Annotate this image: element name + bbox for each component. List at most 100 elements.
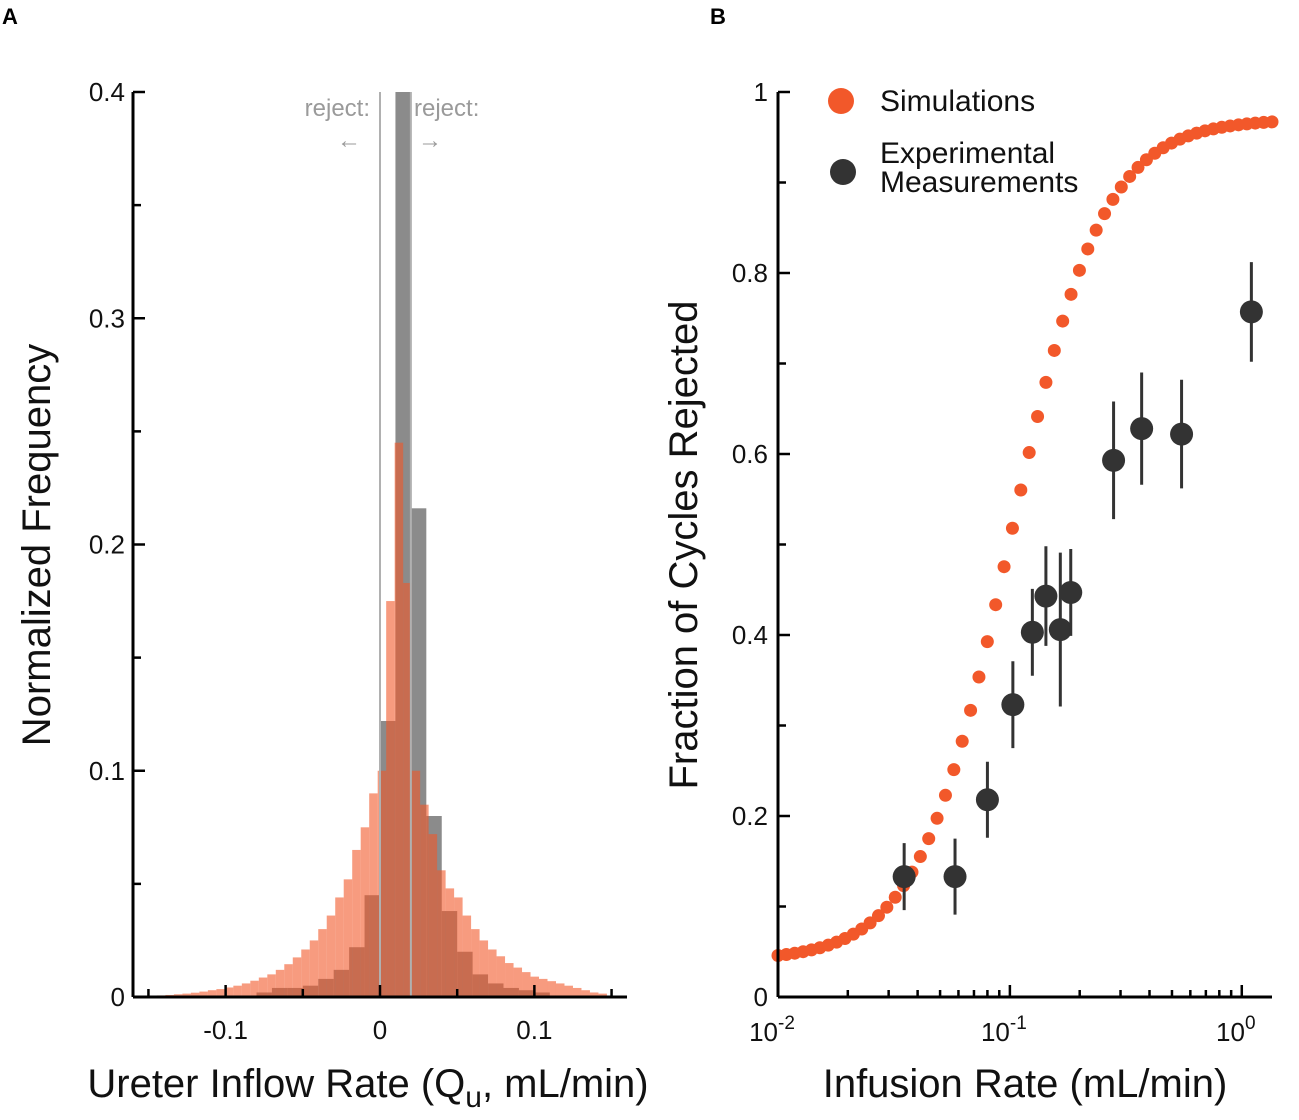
simulation-bar	[437, 870, 446, 997]
y-tick-label-b: 0.8	[732, 258, 768, 288]
legend-marker-simulations	[828, 88, 854, 114]
simulation-point	[1072, 263, 1086, 277]
simulation-point	[871, 909, 885, 923]
simulation-point	[1047, 343, 1061, 357]
simulation-bar	[598, 993, 607, 997]
simulation-bar	[190, 992, 200, 997]
simulation-point	[938, 788, 952, 802]
simulation-bar	[403, 582, 412, 997]
simulation-bar	[589, 992, 599, 997]
simulation-point	[1056, 314, 1070, 328]
experimental-point	[1102, 448, 1126, 472]
simulation-point	[1064, 287, 1078, 301]
simulation-bar	[471, 929, 480, 997]
y-tick-label-a: 0.4	[89, 77, 125, 107]
simulation-bar	[207, 990, 217, 997]
reject-arrow-right-icon: →	[418, 127, 442, 154]
y-tick-label-b: 0.4	[732, 620, 768, 650]
simulation-point	[1022, 446, 1036, 460]
x-axis-title-a: Ureter Inflow Rate (Qu, mL/min)	[87, 1062, 648, 1114]
simulation-point	[888, 890, 902, 904]
simulation-bar	[216, 989, 225, 997]
simulation-bar	[241, 983, 251, 997]
simulation-bar	[360, 827, 370, 997]
simulation-point	[1114, 180, 1128, 194]
panel-b: B 0 0.2 0.4 0.6 0.8 1 10-2 10-1 100 Simulations …	[662, 4, 1279, 1106]
simulation-bar	[581, 990, 590, 997]
simulation-point	[997, 560, 1011, 574]
x-tick-label-b: 10-1	[981, 1013, 1027, 1047]
reject-threshold-group: reject: ← reject: →	[305, 92, 479, 997]
simulation-point	[972, 670, 986, 684]
simulation-point	[980, 635, 994, 649]
y-tick-label-b: 1	[754, 77, 768, 107]
simulation-point	[1081, 242, 1095, 256]
axes-a: 0 0.1 0.2 0.3 0.4 -0.1 0 0.1	[89, 77, 627, 1045]
simulation-points	[771, 115, 1279, 963]
y-tick-label-b: 0.2	[732, 801, 768, 831]
reject-label-right: reject:	[414, 95, 479, 122]
simulation-point	[1098, 207, 1112, 221]
simulation-bar	[275, 969, 285, 997]
simulation-bar	[292, 957, 302, 997]
panel-label-a: A	[2, 4, 18, 29]
legend-label-experimental: Experimental	[880, 137, 1055, 170]
simulation-point	[1123, 169, 1137, 183]
simulation-point	[947, 763, 961, 777]
experimental-point	[1048, 618, 1072, 642]
y-tick-label-b: 0.6	[732, 439, 768, 469]
panel-label-b: B	[710, 4, 726, 29]
simulation-bar	[420, 804, 429, 997]
x-tick-label-b: 100	[1216, 1013, 1256, 1047]
simulation-bar	[496, 956, 506, 997]
x-tick-label-a: 0	[373, 1015, 387, 1045]
simulation-bar	[233, 985, 242, 997]
simulation-bar	[258, 977, 268, 997]
reject-arrow-left-icon: ←	[337, 127, 361, 154]
legend: Simulations Experimental Measurements	[828, 85, 1078, 199]
y-tick-label-a: 0.3	[89, 303, 125, 333]
simulation-bar	[267, 974, 276, 997]
simulation-point	[1031, 410, 1045, 424]
legend-marker-experimental	[830, 159, 856, 185]
y-axis-title-b: Fraction of Cycles Rejected	[662, 300, 706, 789]
simulation-bar	[564, 985, 573, 997]
simulation-bar	[394, 442, 404, 997]
simulation-bar	[377, 770, 387, 997]
y-axis-title-a: Normalized Frequency	[15, 344, 59, 746]
simulation-bar	[343, 879, 353, 997]
experimental-point	[1239, 300, 1263, 324]
simulation-bar	[352, 849, 361, 997]
x-tick-label-b: 10-2	[749, 1013, 795, 1047]
simulation-point	[1039, 375, 1053, 389]
simulation-bar	[513, 967, 523, 997]
experimental-point	[1170, 422, 1194, 446]
simulation-point	[955, 734, 969, 748]
experimental-point	[892, 865, 916, 889]
simulation-bar	[284, 964, 293, 997]
simulation-bar	[318, 929, 327, 997]
simulation-point	[1005, 521, 1019, 535]
experimental-point	[943, 865, 967, 889]
simulation-bar	[505, 963, 514, 997]
simulation-bar	[309, 940, 319, 997]
experimental-point	[1020, 620, 1044, 644]
legend-label-simulations: Simulations	[880, 85, 1035, 118]
simulation-bar	[572, 987, 582, 997]
simulation-point	[1131, 160, 1145, 174]
simulation-point	[1014, 483, 1028, 497]
simulation-bar	[462, 915, 472, 997]
reject-label-left: reject:	[305, 95, 370, 122]
simulation-bar	[547, 981, 556, 997]
x-axis-title-b: Infusion Rate (mL/min)	[823, 1062, 1228, 1106]
simulation-point	[880, 900, 894, 914]
simulation-bar	[224, 987, 234, 997]
simulation-point	[1265, 115, 1279, 129]
simulation-bar	[555, 983, 565, 997]
simulation-point	[913, 850, 927, 864]
axes-b: 0 0.2 0.4 0.6 0.8 1 10-2 10-1 100	[732, 77, 1272, 1047]
simulation-bar	[454, 897, 463, 997]
simulation-point	[922, 832, 936, 846]
y-tick-label-b: 0	[754, 982, 768, 1012]
